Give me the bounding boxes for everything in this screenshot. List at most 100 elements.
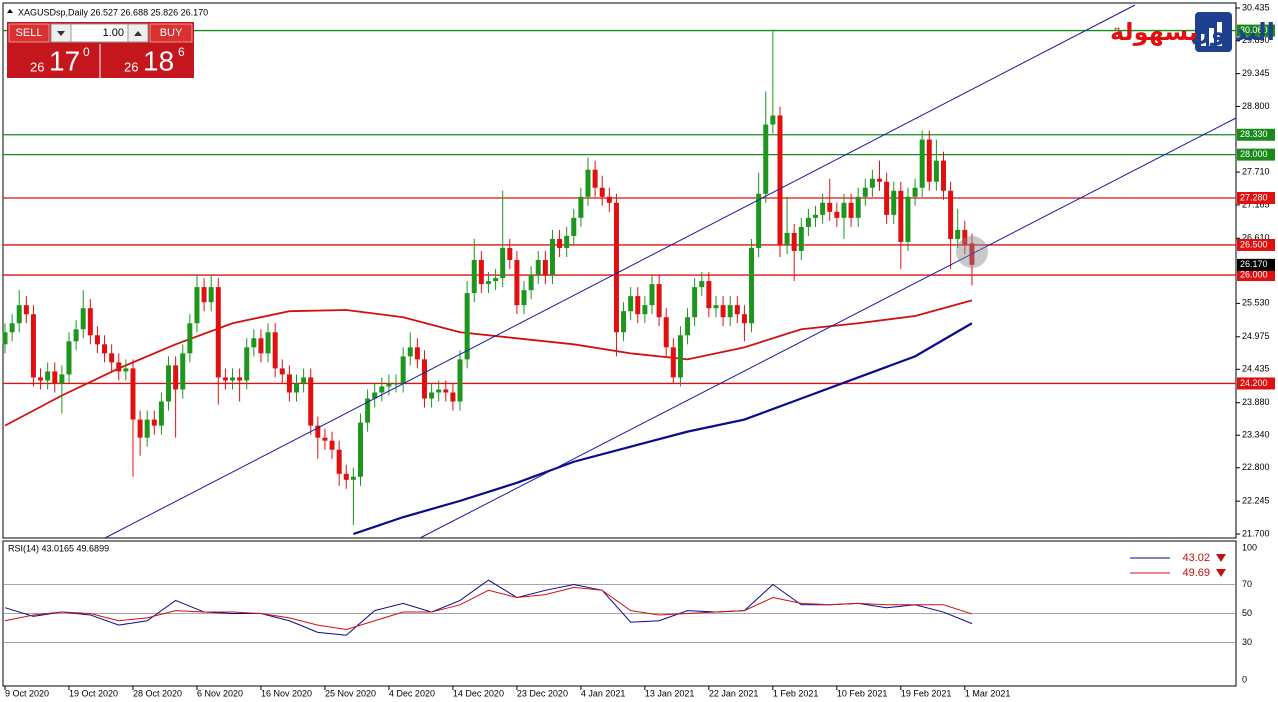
candle-body xyxy=(9,323,15,333)
x-tick-label: 1 Mar 2021 xyxy=(965,688,1011,698)
y-tick-label: 30.435 xyxy=(1242,2,1270,12)
candle-body xyxy=(713,305,719,309)
candle-body xyxy=(613,202,619,333)
candle-body xyxy=(848,202,854,218)
ask-big: 26 xyxy=(124,59,138,74)
candle-body xyxy=(685,317,691,336)
candle-body xyxy=(855,196,861,218)
candle-body xyxy=(414,347,420,360)
lot-value: 1.00 xyxy=(103,27,124,39)
level-label-box xyxy=(1237,238,1275,251)
candle-body xyxy=(663,317,669,348)
sell-button[interactable] xyxy=(8,23,50,43)
candle-body xyxy=(571,217,577,236)
y-tick-label: 27.165 xyxy=(1242,199,1270,209)
candle-body xyxy=(756,193,762,248)
legend-value: 43.02 xyxy=(1182,552,1210,564)
candle-body xyxy=(955,229,961,239)
candle-body xyxy=(635,296,641,315)
level-label-box xyxy=(1237,377,1275,390)
candle-body xyxy=(592,169,598,188)
cursor-marker xyxy=(956,236,988,268)
y-tick-label: 0 xyxy=(1242,674,1247,684)
candle-body xyxy=(158,401,164,426)
y-tick-label: 100 xyxy=(1242,542,1257,552)
candle-body xyxy=(244,347,250,381)
y-tick-label: 27.710 xyxy=(1242,166,1270,176)
candle-body xyxy=(194,287,200,324)
candle-body xyxy=(549,238,555,276)
x-tick-label: 14 Dec 2020 xyxy=(453,688,504,698)
logo-bar xyxy=(1201,34,1206,46)
candle-body xyxy=(741,314,747,324)
candle-body xyxy=(222,377,228,381)
candle-body xyxy=(905,196,911,242)
candle-body xyxy=(137,419,143,438)
candle-body xyxy=(528,275,534,291)
candle-body xyxy=(286,374,292,393)
candle-body xyxy=(173,365,179,390)
candle-body xyxy=(258,338,264,354)
last-price-box xyxy=(1237,258,1275,271)
candle-body xyxy=(386,383,392,387)
y-tick-label: 25.530 xyxy=(1242,298,1270,308)
logo-bar xyxy=(1217,22,1222,46)
bid-big: 26 xyxy=(30,59,44,74)
candle-body xyxy=(151,419,157,426)
candle-body xyxy=(45,371,51,381)
candle-body xyxy=(734,305,740,315)
candle-body xyxy=(279,368,285,375)
candle-body xyxy=(628,296,634,312)
candle-body xyxy=(542,260,548,276)
x-tick-label: 13 Jan 2021 xyxy=(645,688,695,698)
x-tick-label: 19 Oct 2020 xyxy=(69,688,118,698)
y-tick-label: 22.800 xyxy=(1242,462,1270,472)
candle-body xyxy=(749,247,755,324)
x-tick-label: 19 Feb 2021 xyxy=(901,688,952,698)
rsi-layer: 100 70 50 30 0 43.02 49.69 xyxy=(3,542,1257,684)
candle-body xyxy=(265,332,271,354)
candle-body xyxy=(393,383,399,385)
candle-body xyxy=(557,238,563,248)
candle-body xyxy=(109,353,115,363)
candle-body xyxy=(301,377,307,384)
legend-value: 49.69 xyxy=(1182,567,1210,579)
candle-body xyxy=(80,308,86,330)
buy-button[interactable] xyxy=(149,23,193,43)
y-tick-label: 23.340 xyxy=(1242,430,1270,440)
candle-body xyxy=(471,260,477,294)
candle-body xyxy=(272,332,278,369)
y-tick-label: 22.245 xyxy=(1242,496,1270,506)
chart-title: XAGUSDsp,Daily 26.527 26.688 25.826 26.1… xyxy=(18,7,208,17)
candle-body xyxy=(400,356,406,384)
bid-sup: 0 xyxy=(83,45,90,59)
buy-label: BUY xyxy=(160,27,183,39)
trend-channel-line xyxy=(419,117,1237,539)
ask-sup: 6 xyxy=(178,45,185,59)
candle-body xyxy=(230,377,236,381)
y-tick-label: 70 xyxy=(1242,579,1252,589)
candle-body xyxy=(102,344,108,354)
candle-body xyxy=(933,160,939,182)
candle-body xyxy=(357,422,363,477)
candle-body xyxy=(692,287,698,318)
candle-body xyxy=(421,359,427,399)
candle-body xyxy=(130,368,136,420)
candle-body xyxy=(166,365,172,402)
y-tick-label: 23.880 xyxy=(1242,397,1270,407)
x-tick-label: 9 Oct 2020 xyxy=(5,688,49,698)
candle-body xyxy=(87,308,93,336)
candle-body xyxy=(798,226,804,251)
down-arrow xyxy=(57,31,65,36)
candle-body xyxy=(372,392,378,399)
x-tick-label: 4 Jan 2021 xyxy=(581,688,626,698)
x-tick-label: 23 Dec 2020 xyxy=(517,688,568,698)
candle-body xyxy=(180,353,186,390)
candle-body xyxy=(485,281,491,285)
candle-body xyxy=(23,305,29,315)
candle-body xyxy=(407,347,413,357)
candle-body xyxy=(38,377,44,381)
candle-body xyxy=(429,392,435,399)
candle-body xyxy=(521,290,527,306)
